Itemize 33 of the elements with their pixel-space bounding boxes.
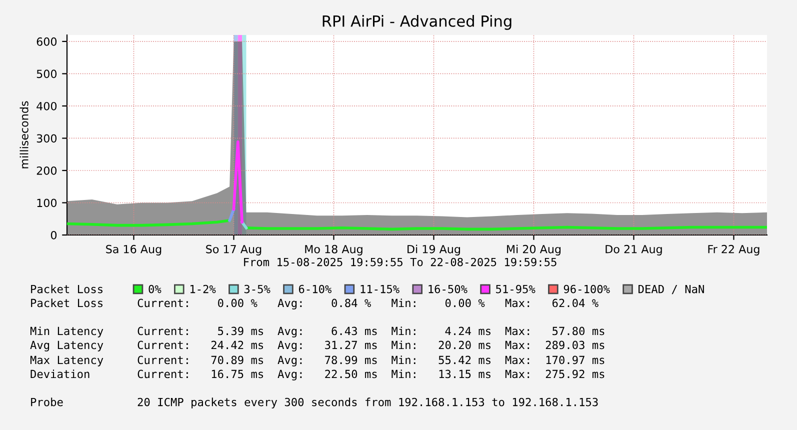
x-tick-label: Mo 18 Aug	[305, 244, 362, 256]
x-tick-label: Di 19 Aug	[408, 244, 460, 256]
text: Min Latency Current: 5.39 ms Avg: 6.43 ms Min: 4.24 ms Max: 57.80 ms	[30, 326, 604, 338]
text: Probe 20 ICMP packets every 300 seconds from 192.168.1.153 to 192.168.1.153	[31, 398, 598, 408]
x-tick-label: Mi 20 Aug	[507, 244, 561, 256]
legend-label: DEAD / NaN	[638, 284, 704, 294]
x-tick-label: So 17 Aug	[206, 244, 262, 256]
y-tick-label: 500	[36, 70, 57, 78]
y-tick-label: 0	[50, 230, 57, 240]
legend-label: 96-100%	[564, 284, 610, 294]
text: Max Latency Current: 70.89 ms Avg: 78.99 ms Min: 55.42 ms Max: 170.97 ms	[30, 356, 604, 366]
legend-label: 1-2%	[190, 284, 216, 294]
legend-label: 0%	[148, 284, 162, 294]
legend-title: Packet Loss	[31, 284, 102, 294]
legend-label: 51-95%	[496, 284, 536, 294]
y-tick-label: 100	[37, 198, 57, 208]
y-tick-label: 200	[36, 166, 57, 175]
text: From 15-08-2025 19:59:55 To 22-08-2025 19:59:55	[244, 258, 556, 266]
text: Deviation Current: 16.75 ms Avg: 22.50 ms Min: 13.15 ms Max: 275.92 ms	[30, 370, 604, 380]
x-tick-label: Do 21 Aug	[606, 244, 662, 256]
y-tick-label: 400	[36, 102, 57, 110]
legend-label: 16-50%	[428, 284, 468, 294]
legend-label: 11-15%	[360, 284, 400, 294]
legend-label: 6-10%	[298, 284, 332, 294]
legend-label: 3-5%	[244, 284, 270, 294]
x-tick-label: Fr 22 Aug	[708, 244, 760, 256]
x-tick-label: Sa 16 Aug	[106, 244, 162, 256]
y-tick-label: 300	[36, 134, 57, 143]
text: Packet Loss Current: 0.00 % Avg: 0.84 % Min: 0.00 % Max: 62.04 %	[31, 298, 598, 310]
y-tick-label: 600	[36, 37, 57, 46]
text: Avg Latency Current: 24.42 ms Avg: 31.27 ms Min: 20.20 ms Max: 289.03 ms	[30, 340, 604, 352]
y-axis-title: milliseconds	[20, 101, 28, 168]
chart-title: RPI AirPi - Advanced Ping	[322, 15, 512, 30]
